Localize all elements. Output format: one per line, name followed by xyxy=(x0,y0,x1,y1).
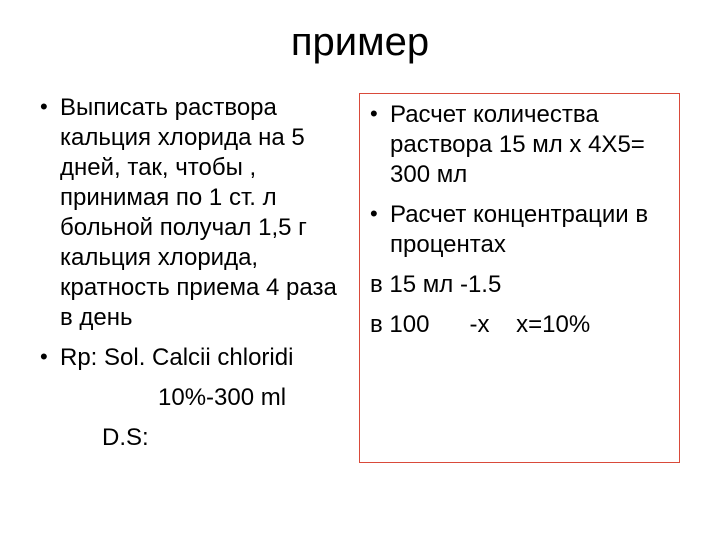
left-bullet-1: Выписать раствора кальция хлорида на 5 д… xyxy=(40,93,339,333)
left-column: Выписать раствора кальция хлорида на 5 д… xyxy=(40,93,339,463)
left-bullet-list: Выписать раствора кальция хлорида на 5 д… xyxy=(40,93,339,373)
slide-title: пример xyxy=(40,20,680,65)
right-bullet-list: Расчет количества раствора 15 мл х 4Х5= … xyxy=(370,100,669,260)
left-body-1: 10%-300 ml xyxy=(40,383,339,413)
left-bullet-2: Rp: Sol. Calcii chloridi xyxy=(40,343,339,373)
right-bullet-1: Расчет количества раствора 15 мл х 4Х5= … xyxy=(370,100,669,190)
left-body-2: D.S: xyxy=(40,423,339,453)
content-columns: Выписать раствора кальция хлорида на 5 д… xyxy=(40,93,680,463)
right-body-1: в 15 мл -1.5 xyxy=(370,270,669,300)
right-column: Расчет количества раствора 15 мл х 4Х5= … xyxy=(359,93,680,463)
right-bullet-2: Расчет концентрации в процентах xyxy=(370,200,669,260)
right-body-2: в 100 -х х=10% xyxy=(370,310,669,340)
